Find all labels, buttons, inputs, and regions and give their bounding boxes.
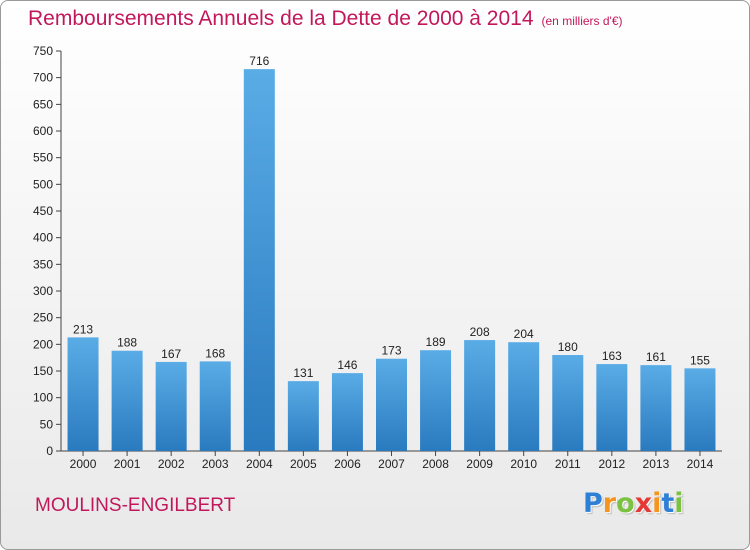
y-tick-label: 750	[33, 44, 53, 58]
logo-letter: t	[661, 488, 675, 519]
proxiti-logo: Proxiti	[583, 488, 684, 519]
bar	[243, 69, 275, 451]
bar	[640, 365, 672, 451]
bar-value-label: 188	[117, 336, 137, 350]
bar	[67, 337, 99, 451]
bar-value-label: 155	[690, 353, 710, 367]
x-tick-label: 2009	[466, 457, 493, 471]
chart-title-text: Remboursements Annuels de la Dette de 20…	[28, 7, 534, 30]
bar-value-label: 131	[293, 366, 313, 380]
y-tick-label: 100	[33, 391, 53, 405]
y-tick-label: 650	[33, 97, 53, 111]
x-tick-label: 2014	[687, 457, 714, 471]
x-tick-label: 2004	[246, 457, 273, 471]
y-tick-label: 700	[33, 71, 53, 85]
x-tick-label: 2001	[114, 457, 141, 471]
logo-letter: x	[634, 488, 653, 519]
bar	[331, 373, 363, 451]
bar-value-label: 204	[514, 327, 534, 341]
bar-value-label: 173	[381, 344, 401, 358]
logo-letter: i	[674, 488, 684, 519]
y-tick-label: 600	[33, 124, 53, 138]
bar	[420, 350, 452, 451]
bar-value-label: 146	[337, 358, 357, 372]
bar-value-label: 163	[602, 349, 622, 363]
chart-unit: (en milliers d'€)	[541, 14, 623, 28]
x-tick-label: 2000	[70, 457, 97, 471]
bar	[684, 368, 716, 451]
bar	[287, 381, 319, 451]
logo-letter: P	[583, 488, 603, 519]
bar	[155, 361, 187, 451]
chart-title: Remboursements Annuels de la Dette de 20…	[28, 7, 623, 31]
y-tick-label: 50	[40, 417, 54, 431]
x-tick-label: 2013	[643, 457, 670, 471]
bar-value-label: 213	[73, 322, 93, 336]
bar-value-label: 716	[249, 54, 269, 68]
x-tick-label: 2007	[378, 457, 405, 471]
bar-value-label: 167	[161, 347, 181, 361]
x-tick-label: 2006	[334, 457, 361, 471]
x-tick-label: 2003	[202, 457, 229, 471]
y-tick-label: 200	[33, 337, 53, 351]
bar-value-label: 180	[558, 340, 578, 354]
bar	[596, 364, 628, 451]
x-tick-label: 2008	[422, 457, 449, 471]
bar	[464, 340, 496, 451]
bar	[199, 361, 231, 451]
y-tick-label: 250	[33, 311, 53, 325]
bar-value-label: 168	[205, 346, 225, 360]
y-tick-label: 300	[33, 284, 53, 298]
commune-name: MOULINS-ENGILBERT	[35, 495, 236, 516]
y-tick-label: 0	[46, 444, 53, 458]
y-tick-label: 150	[33, 364, 53, 378]
bar-value-label: 208	[470, 325, 490, 339]
y-tick-label: 500	[33, 177, 53, 191]
logo-letter: i	[652, 488, 662, 519]
x-tick-label: 2010	[510, 457, 537, 471]
bar	[376, 358, 407, 451]
x-tick-label: 2011	[555, 457, 581, 471]
bar-value-label: 161	[646, 350, 666, 364]
x-tick-label: 2005	[290, 457, 317, 471]
y-tick-label: 450	[33, 204, 53, 218]
y-tick-label: 350	[33, 257, 53, 271]
logo-letter: o	[616, 488, 635, 519]
logo-letter: r	[602, 488, 617, 519]
bar	[552, 355, 584, 451]
bar	[508, 342, 540, 451]
y-tick-label: 400	[33, 231, 53, 245]
y-tick-label: 550	[33, 151, 53, 165]
bar-value-label: 189	[426, 335, 446, 349]
x-tick-label: 2002	[158, 457, 185, 471]
bar	[111, 350, 143, 451]
x-tick-label: 2012	[598, 457, 625, 471]
